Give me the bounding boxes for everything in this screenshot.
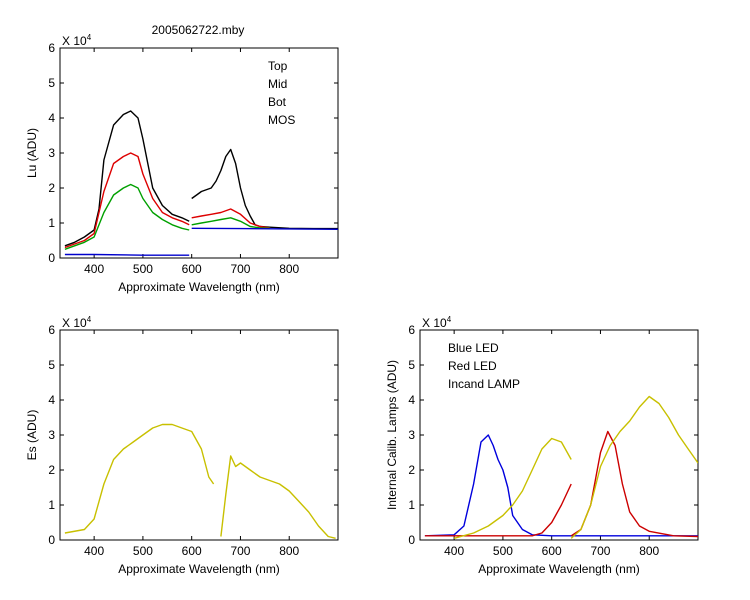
- y-multiplier-exp: 4: [87, 33, 92, 42]
- series-line-mid-1: [191, 208, 270, 229]
- legend-entry: Bot: [268, 95, 287, 109]
- y-tick-label: 3: [408, 428, 415, 442]
- x-tick-label: 700: [230, 544, 250, 558]
- y-tick-label: 5: [48, 358, 55, 372]
- legend-entry: Red LED: [448, 359, 497, 373]
- y-tick-label: 3: [48, 146, 55, 160]
- y-tick-label: 4: [48, 393, 55, 407]
- y-multiplier: X 104: [62, 33, 92, 48]
- series-line-mos-0: [64, 253, 190, 256]
- series-line-blue-led-0: [424, 434, 698, 537]
- x-axis-label: Approximate Wavelength (nm): [118, 280, 280, 294]
- figure-title: 2005062722.mby: [152, 23, 245, 37]
- series-line-top-0: [64, 110, 190, 247]
- y-tick-label: 1: [48, 216, 55, 230]
- x-axis-label: Approximate Wavelength (nm): [118, 562, 280, 576]
- series-line-incand-lamp-1: [570, 395, 698, 539]
- series-line-es-1: [220, 455, 336, 539]
- chart-panel-2: 400 500 600 700 800 0 1 2 3 4 5 6 X 104 Approximate W…: [25, 315, 339, 576]
- series-line-red-led-0: [424, 483, 572, 537]
- legend-entry: Incand LAMP: [448, 377, 520, 391]
- x-tick-label: 600: [182, 544, 202, 558]
- plot-frame: [59, 329, 339, 541]
- y-tick-label: 0: [48, 533, 55, 547]
- legend-entry: Mid: [268, 77, 287, 91]
- legend-entry: Blue LED: [448, 341, 499, 355]
- y-tick-label: 3: [48, 428, 55, 442]
- series-group: [64, 110, 338, 256]
- series-line-bot-0: [64, 183, 190, 250]
- y-multiplier-exp: 4: [87, 315, 92, 324]
- chart-panel-3: 400 500 600 700 800 0 1 2 3 4 5 6 X 104 Approximate W…: [385, 315, 699, 576]
- y-tick-label: 5: [408, 358, 415, 372]
- y-tick-label: 6: [408, 323, 415, 337]
- x-tick-label: 600: [542, 544, 562, 558]
- x-tick-label: 400: [84, 544, 104, 558]
- legend-entry: Top: [268, 59, 288, 73]
- legend-entry: MOS: [268, 113, 295, 127]
- series-line-mos-1: [191, 227, 338, 230]
- y-tick-label: 1: [48, 498, 55, 512]
- y-tick-label: 0: [408, 533, 415, 547]
- y-tick-label: 2: [408, 463, 415, 477]
- y-multiplier: X 104: [422, 315, 452, 330]
- series-line-es-0: [64, 423, 215, 534]
- series-line-mid-0: [64, 152, 190, 249]
- y-tick-label: 6: [48, 323, 55, 337]
- x-tick-label: 600: [182, 262, 202, 276]
- x-tick-label: 800: [279, 262, 299, 276]
- y-multiplier-exp: 4: [447, 315, 452, 324]
- y-tick-label: 2: [48, 181, 55, 195]
- series-line-bot-1: [191, 217, 270, 229]
- y-tick-label: 4: [48, 111, 55, 125]
- x-tick-label: 700: [230, 262, 250, 276]
- y-tick-label: 4: [408, 393, 415, 407]
- series-line-red-led-1: [570, 430, 698, 538]
- y-tick-label: 0: [48, 251, 55, 265]
- y-tick-label: 1: [408, 498, 415, 512]
- x-tick-label: 500: [133, 262, 153, 276]
- series-line-top-1: [191, 148, 338, 230]
- plot-frame: [59, 47, 339, 259]
- y-tick-label: 5: [48, 76, 55, 90]
- y-tick-label: 2: [48, 463, 55, 477]
- x-tick-label: 400: [444, 544, 464, 558]
- chart-panel-1: 400 500 600 700 800 0 1 2 3 4 5 6 X 104 Approximate W…: [25, 33, 339, 294]
- x-tick-label: 800: [639, 544, 659, 558]
- y-axis-label: Internal Calib. Lamps (ADU): [385, 360, 399, 510]
- x-tick-label: 400: [84, 262, 104, 276]
- x-tick-label: 800: [279, 544, 299, 558]
- y-multiplier: X 104: [62, 315, 92, 330]
- x-tick-label: 500: [493, 544, 513, 558]
- x-tick-label: 500: [133, 544, 153, 558]
- series-group: [64, 423, 336, 539]
- x-tick-label: 700: [590, 544, 610, 558]
- y-axis-label: Es (ADU): [25, 410, 39, 461]
- x-axis-label: Approximate Wavelength (nm): [478, 562, 640, 576]
- series-line-incand-lamp-0: [453, 437, 572, 539]
- y-tick-label: 6: [48, 41, 55, 55]
- series-group: [424, 395, 698, 539]
- y-axis-label: Lu (ADU): [25, 128, 39, 178]
